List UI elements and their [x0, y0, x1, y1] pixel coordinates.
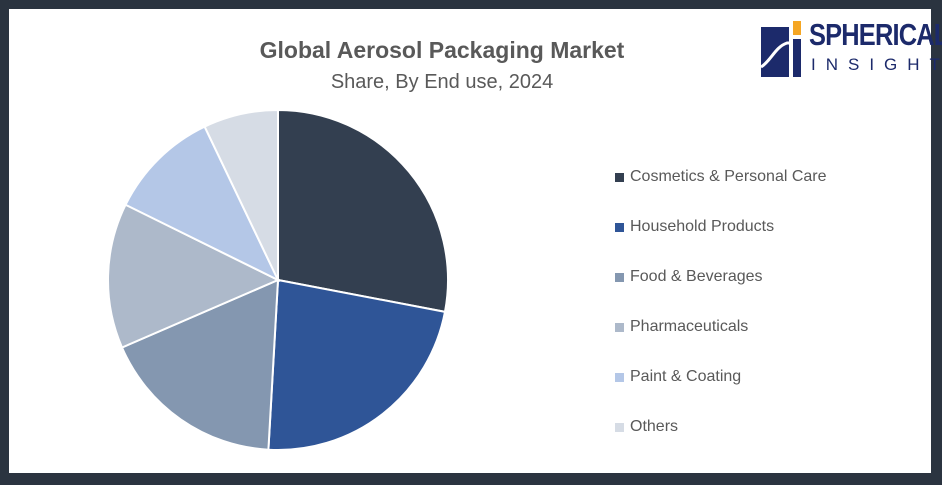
legend-item: Pharmaceuticals [615, 302, 827, 352]
legend-label: Cosmetics & Personal Care [630, 168, 827, 185]
pie-slice-others [203, 108, 279, 281]
pie-slice-pharmaceuticals [107, 203, 281, 349]
legend-label: Others [630, 418, 679, 435]
pie-chart [107, 108, 449, 451]
legend: Cosmetics & Personal Care Household Produ… [615, 152, 827, 452]
chart-card: Global Aerosol Packaging Market Share, B… [9, 9, 942, 473]
chart-subtitle: Share, By End use, 2024 [330, 71, 554, 93]
legend-label: Household Products [630, 218, 775, 235]
logo-text-2: INSIGHTS [811, 55, 942, 74]
chart-title: Global Aerosol Packaging Market [259, 37, 625, 63]
legend-item: Paint & Coating [615, 352, 827, 402]
legend-label: Paint & Coating [630, 368, 742, 385]
legend-item: Food & Beverages [615, 252, 827, 302]
legend-swatch [615, 372, 624, 382]
legend-swatch [615, 272, 624, 282]
legend-label: Food & Beverages [630, 268, 763, 285]
legend-swatch [615, 422, 624, 432]
spherical-insights-logo: SPHERICAL INSIGHTS [761, 17, 942, 77]
legend-swatch [615, 322, 624, 332]
legend-item: Others [615, 402, 827, 452]
legend-label: Pharmaceuticals [630, 318, 749, 335]
pie-slice-household-products [267, 278, 447, 451]
logo-mark-icon [761, 21, 801, 77]
pie-slice-cosmetics-personal-care [277, 108, 449, 314]
legend-item: Household Products [615, 202, 827, 252]
legend-swatch [615, 222, 624, 232]
logo-text-1: SPHERICAL [809, 17, 942, 52]
pie-slice-paint-coating [124, 125, 281, 283]
pie-slice-food-beverages [120, 278, 280, 451]
legend-swatch [615, 172, 624, 182]
legend-item: Cosmetics & Personal Care [615, 152, 827, 202]
